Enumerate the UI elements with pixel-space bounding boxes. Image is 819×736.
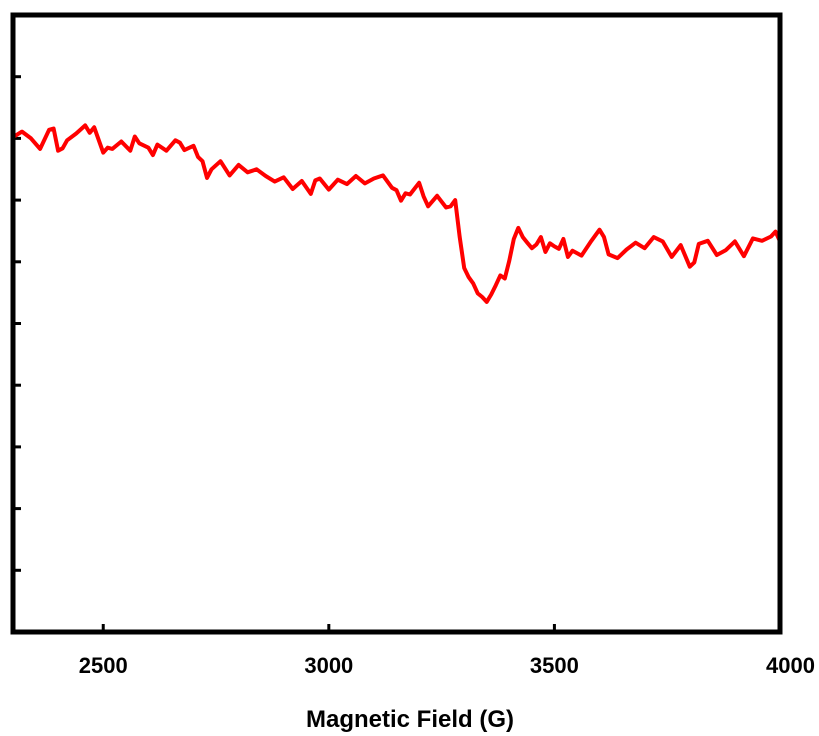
x-tick-label-3000: 3000 <box>304 653 353 678</box>
plot-frame <box>10 12 783 635</box>
x-tick-label-4000: 4000 <box>766 653 815 678</box>
x-tick-label-2500: 2500 <box>79 653 128 678</box>
series-line-spectrum <box>11 123 782 304</box>
x-axis-tick-labels: 2500 3000 3500 4000 <box>79 653 815 678</box>
x-tick-label-3500: 3500 <box>530 653 579 678</box>
x-axis-label: Magnetic Field (G) <box>306 706 514 733</box>
